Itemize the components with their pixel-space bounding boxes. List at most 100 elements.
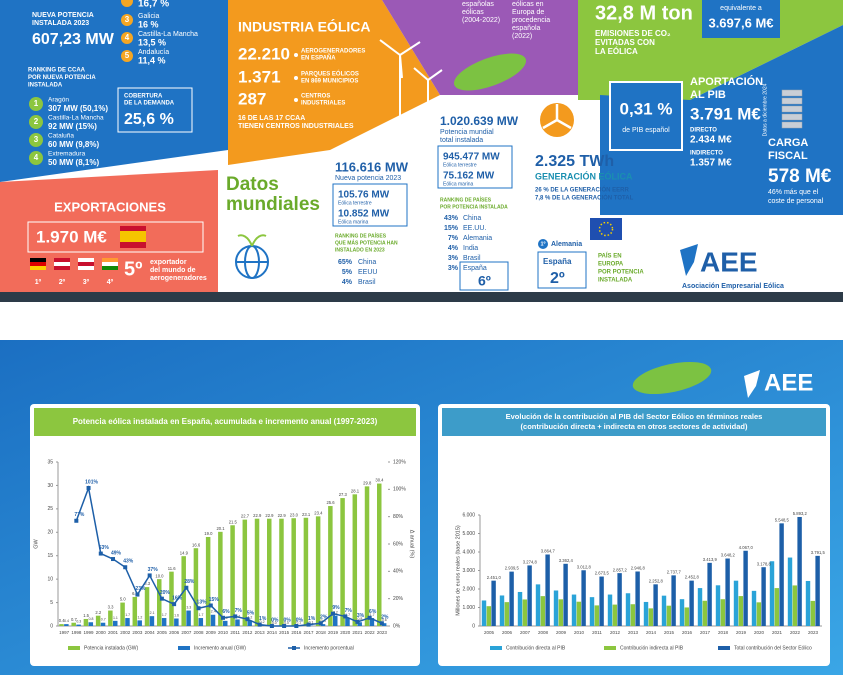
label: AEROGENERADORES <box>301 49 365 55</box>
yticks: 15 <box>47 553 53 559</box>
title: Potencia eólica instalada en España, acu… <box>73 417 378 426</box>
point <box>196 606 201 611</box>
bar <box>769 561 775 626</box>
bar <box>576 601 582 626</box>
value-labels: 28% <box>184 579 195 585</box>
y-label: Millones de euros reales (base 2015) <box>455 525 461 616</box>
bar <box>612 604 618 626</box>
direct: 2.434 M€ <box>690 135 732 146</box>
categories: 2022 <box>365 630 376 635</box>
categories: 2000 <box>96 630 107 635</box>
rank: 5º <box>124 258 142 280</box>
value-labels: 1.7 <box>199 613 204 617</box>
value-labels: 25.6 <box>326 500 335 505</box>
value-labels: 3.413,9 <box>703 557 718 562</box>
label: LA EÓLICA <box>595 47 638 56</box>
label: INDUSTRIALES <box>301 101 345 107</box>
bar <box>679 599 685 626</box>
categories: 2014 <box>646 630 657 635</box>
categories: 2022 <box>790 630 801 635</box>
value: 1.970 M€ <box>36 227 107 246</box>
value-labels: 37% <box>148 567 159 573</box>
name: Potencia instalada (GW) <box>84 645 139 651</box>
left: españolas <box>462 1 494 8</box>
name: Andalucía <box>138 49 169 56</box>
bar <box>198 618 204 626</box>
value: 287 <box>238 89 266 108</box>
bar <box>83 618 89 626</box>
categories: 2006 <box>502 630 513 635</box>
offshore-label: Eólica marina <box>338 219 369 225</box>
flag <box>78 258 94 262</box>
value-labels: 22.7 <box>241 514 250 519</box>
bar <box>810 600 816 626</box>
bar <box>149 616 155 626</box>
categories: 2013 <box>628 630 639 635</box>
bullet <box>294 76 298 80</box>
positions: 3º <box>83 279 90 286</box>
value-labels: 6% <box>369 609 377 615</box>
bullet <box>294 53 298 57</box>
value-labels: 3.362,4 <box>559 558 574 563</box>
value-labels: 2.452,8 <box>685 575 700 580</box>
value-labels: 30.4 <box>375 478 384 483</box>
bar <box>522 599 528 626</box>
spain-rank: 2º <box>550 270 565 287</box>
flag <box>102 262 118 266</box>
categories: 2013 <box>255 630 266 635</box>
title: CARGA <box>768 137 808 149</box>
label: COBERTURA <box>124 94 163 100</box>
panel-gdp <box>600 25 843 215</box>
value: 3.791 M€ <box>690 104 761 123</box>
rank: 4 <box>125 33 130 42</box>
value-labels: 6.2 <box>132 591 138 596</box>
title: INDUSTRIA EÓLICA <box>238 18 370 35</box>
categories: 2007 <box>181 630 192 635</box>
indirect-label: INDIRECTO <box>690 151 723 157</box>
rank: 5 <box>125 51 130 60</box>
label: EN ESPAÑA <box>301 55 336 62</box>
indirect: 1.357 M€ <box>690 158 732 169</box>
label: EN 869 MUNICIPIOS <box>301 79 358 85</box>
bar <box>267 518 272 626</box>
label: 60% <box>393 541 404 547</box>
value-labels: 1.1 <box>113 616 118 620</box>
value-labels: 23.4 <box>314 510 323 515</box>
point <box>294 624 299 628</box>
point <box>74 518 79 523</box>
bar <box>643 601 649 626</box>
bar <box>684 607 690 626</box>
value-labels: 3.274,8 <box>523 560 538 565</box>
chart-card <box>438 404 830 666</box>
rank-circle <box>29 115 43 129</box>
bar <box>697 588 703 626</box>
label: EVITADAS CON <box>595 38 655 47</box>
point <box>379 621 384 626</box>
bar <box>563 563 568 626</box>
label: Potencia mundial <box>440 129 494 136</box>
yticks: 5 <box>50 600 53 606</box>
value-labels: 23% <box>135 586 146 592</box>
rank: 4 <box>34 153 39 162</box>
value-labels: 21.5 <box>229 519 238 524</box>
value-labels: 2.857,2 <box>613 567 628 572</box>
value-labels: 1% <box>308 616 316 622</box>
flag <box>30 262 46 266</box>
bar <box>481 600 487 626</box>
share: 13,5 % <box>138 37 166 47</box>
bar <box>689 580 694 626</box>
title: FISCAL <box>768 150 808 162</box>
value-labels: 23.0 <box>290 512 299 517</box>
categories: 2006 <box>169 630 180 635</box>
value-labels: 2.252,8 <box>649 578 664 583</box>
bar <box>630 604 636 626</box>
strip <box>0 292 843 302</box>
ranking-title: POR POTENCIA INSTALADA <box>440 204 508 210</box>
point <box>233 614 238 619</box>
flag <box>78 266 94 270</box>
direct-label: DIRECTO <box>690 128 717 134</box>
title: POR NUEVA POTENCIA <box>28 75 96 81</box>
categories: 2008 <box>194 630 205 635</box>
categories: 2011 <box>230 630 240 635</box>
categories: 2019 <box>328 630 339 635</box>
